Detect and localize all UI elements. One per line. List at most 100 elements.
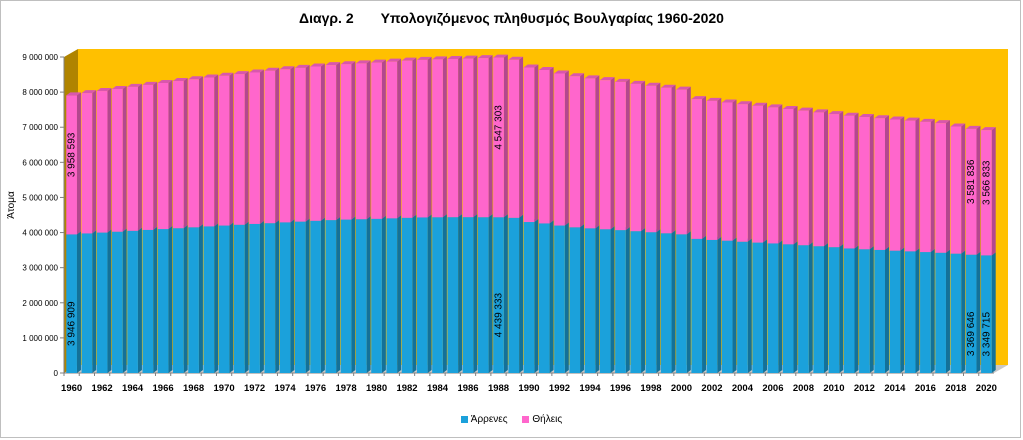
bar-male-1964 xyxy=(127,227,142,373)
bar-female-1993 xyxy=(569,73,585,228)
bar-front xyxy=(935,123,946,253)
bar-female-1961 xyxy=(81,90,97,234)
bar-front xyxy=(523,222,535,373)
bar-front xyxy=(569,76,581,228)
bar-side xyxy=(259,220,264,373)
bar-side xyxy=(320,63,325,221)
bar-female-1979 xyxy=(355,60,371,220)
bar-front xyxy=(112,231,123,373)
bar-top xyxy=(828,111,844,115)
bar-front xyxy=(447,58,459,218)
bar-top xyxy=(645,82,661,86)
y-axis: 0 1 000 000 2 000 000 3 000 000 4 000 000 5 0… xyxy=(22,53,65,378)
bar-front xyxy=(798,245,809,373)
bar-male-2012 xyxy=(859,246,874,373)
bar-top xyxy=(325,62,341,66)
bar-front xyxy=(523,67,535,223)
data-label-1960-male: 3 946 909 xyxy=(67,301,78,346)
bar-side xyxy=(275,220,280,373)
bar-front xyxy=(386,61,398,219)
bar-side xyxy=(92,90,97,234)
bar-front xyxy=(843,248,855,373)
bar-female-1997 xyxy=(630,80,646,232)
bar-side xyxy=(214,74,219,227)
bar-front xyxy=(477,58,489,218)
x-tick-label: 1976 xyxy=(305,383,326,394)
bar-top xyxy=(340,61,356,65)
bar-female-1982 xyxy=(401,57,417,218)
bars xyxy=(66,54,996,373)
bar-male-1987 xyxy=(477,214,493,373)
bar-side xyxy=(763,239,768,373)
x-tick-label: 1964 xyxy=(122,383,144,394)
bar-front xyxy=(554,225,565,373)
bar-male-2002 xyxy=(706,236,722,373)
bar-front xyxy=(935,252,946,373)
bar-front xyxy=(584,78,596,229)
bar-top xyxy=(676,86,691,90)
bar-front xyxy=(203,77,215,227)
bar-top xyxy=(950,123,966,127)
x-tick-label: 1972 xyxy=(244,383,265,394)
bar-front xyxy=(737,241,748,373)
bar-side xyxy=(671,84,676,234)
bar-top xyxy=(416,56,432,60)
bar-top xyxy=(294,64,310,68)
bar-top xyxy=(127,83,142,87)
bar-side xyxy=(824,243,829,373)
bar-side xyxy=(503,54,508,218)
bar-side xyxy=(229,72,234,226)
bar-front xyxy=(264,223,276,373)
bar-female-2013 xyxy=(874,115,889,250)
legend-label-female: Θήλεις xyxy=(532,414,563,425)
bar-male-1972 xyxy=(249,220,264,373)
bar-male-2008 xyxy=(798,242,813,373)
data-labels: 3 946 909 3 958 593 4 439 333 4 547 303 3 36… xyxy=(67,105,993,357)
bar-front xyxy=(173,81,184,229)
data-label-2019-male: 3 369 646 xyxy=(966,311,977,356)
bar-male-2011 xyxy=(843,245,859,373)
bar-top xyxy=(173,78,188,82)
bar-side xyxy=(656,82,661,233)
y-tick-label: 9 000 000 xyxy=(22,53,58,62)
bar-side xyxy=(76,92,81,235)
y-axis-title: Άτομα xyxy=(6,191,17,219)
bar-top xyxy=(477,55,493,59)
x-tick-label: 2016 xyxy=(915,383,936,394)
bar-side xyxy=(778,240,783,373)
bar-side xyxy=(183,78,188,229)
bar-side xyxy=(198,224,203,373)
bar-female-1994 xyxy=(584,75,600,229)
bar-side xyxy=(76,231,81,373)
bar-front xyxy=(432,59,443,218)
bar-top xyxy=(721,99,737,103)
bar-top xyxy=(782,105,798,109)
bar-top xyxy=(432,56,447,60)
bar-side xyxy=(397,58,402,219)
bar-front xyxy=(554,73,565,226)
bar-female-1985 xyxy=(447,55,463,218)
bar-side xyxy=(427,214,432,373)
bar-front xyxy=(249,72,260,224)
bar-male-2013 xyxy=(874,246,889,373)
bar-male-2018 xyxy=(950,250,966,373)
bar-female-1983 xyxy=(416,56,432,218)
bar-female-2004 xyxy=(737,101,752,242)
bar-top xyxy=(249,69,264,73)
data-label-2020-male: 3 349 715 xyxy=(981,312,992,357)
bar-female-2020 xyxy=(981,127,996,256)
bar-side xyxy=(580,73,585,228)
bar-top xyxy=(599,77,615,81)
bar-male-1976 xyxy=(310,217,325,373)
bar-side xyxy=(884,115,889,250)
data-label-1960-female: 3 958 593 xyxy=(67,132,78,177)
bar-female-2003 xyxy=(721,99,737,241)
legend: Άρρενες Θήλεις xyxy=(0,414,1023,426)
bar-female-1966 xyxy=(157,79,173,230)
bar-front xyxy=(584,228,596,373)
bar-male-1978 xyxy=(340,216,356,373)
bar-side xyxy=(534,64,539,223)
bar-side xyxy=(625,227,630,373)
bar-male-1980 xyxy=(371,215,386,373)
